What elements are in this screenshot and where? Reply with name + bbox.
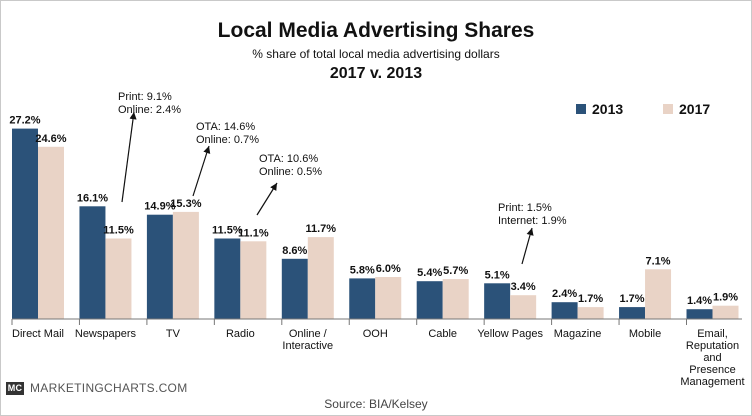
bar-2017-cable	[442, 279, 469, 319]
bar-2017-mobile	[645, 269, 672, 319]
legend-item-2013: 2013	[576, 101, 623, 117]
source-note: Source: BIA/Kelsey	[324, 397, 428, 411]
data-label-2013-newspapers: 16.1%	[77, 192, 108, 204]
bar-2017-yellow-pages	[510, 295, 537, 319]
data-label-2013-cable: 5.4%	[417, 267, 442, 279]
tick-label-online-interactive: Online / Interactive	[282, 328, 333, 352]
brand-name: MARKETINGCHARTS.COM	[30, 381, 188, 395]
tick-label-direct-mail: Direct Mail	[12, 328, 64, 340]
chart-subtitle: % share of total local media advertising…	[252, 47, 500, 61]
bar-2013-radio	[214, 238, 241, 319]
data-label-2013-radio: 11.5%	[212, 225, 243, 237]
annotation-arrow-radio	[256, 182, 278, 216]
tick-label-newspapers: Newspapers	[75, 328, 137, 340]
tick-label-radio: Radio	[226, 328, 255, 340]
tick-label-yellow-pages: Yellow Pages	[477, 328, 543, 340]
bar-2013-newspapers	[79, 206, 106, 319]
bar-2017-tv	[172, 211, 199, 319]
data-label-2017-ooh: 6.0%	[376, 263, 401, 275]
bar-2013-mobile	[619, 307, 646, 319]
data-label-2013-ooh: 5.8%	[350, 264, 375, 276]
data-label-2013-yellow-pages: 5.1%	[485, 269, 510, 281]
data-label-2017-magazine: 1.7%	[578, 293, 603, 305]
bar-2017-online-interactive	[307, 237, 334, 319]
data-label-2013-direct-mail: 27.2%	[9, 115, 40, 127]
bar-2013-cable	[416, 281, 443, 319]
bar-2013-direct-mail	[12, 128, 38, 319]
data-label-2017-online-interactive: 11.7%	[306, 223, 337, 235]
bar-2017-direct-mail	[38, 146, 64, 319]
tick-label-mobile: Mobile	[629, 328, 661, 340]
bar-2013-yellow-pages	[484, 283, 511, 319]
tick-label-ooh: OOH	[363, 328, 388, 340]
data-label-2017-direct-mail: 24.6%	[35, 133, 66, 145]
bar-2017-email-reputation-and-presence-management	[712, 305, 739, 319]
bar-2017-radio	[240, 241, 267, 319]
data-label-2013-online-interactive: 8.6%	[282, 245, 307, 257]
legend-swatch-2013	[576, 104, 586, 114]
annotation-arrow-tv	[192, 145, 211, 197]
legend-swatch-2017	[663, 104, 673, 114]
legend-label-2013: 2013	[592, 101, 624, 117]
data-label-2017-yellow-pages: 3.4%	[511, 281, 536, 293]
tick-label-magazine: Magazine	[554, 328, 602, 340]
annotation-arrow-yellow-pages	[521, 227, 534, 265]
data-label-2017-cable: 5.7%	[443, 265, 468, 277]
tick-label-tv: TV	[166, 328, 181, 340]
data-label-2013-email-reputation-and-presence-management: 1.4%	[687, 295, 712, 307]
data-label-2013-magazine: 2.4%	[552, 288, 577, 300]
bar-2013-tv	[146, 214, 173, 319]
mc-logo: MC	[6, 381, 24, 395]
bar-2013-email-reputation-and-presence-management	[686, 309, 713, 319]
data-label-2017-newspapers: 11.5%	[103, 225, 134, 237]
data-label-2017-mobile: 7.1%	[646, 255, 671, 267]
data-label-2017-tv: 15.3%	[170, 198, 201, 210]
bar-2013-magazine	[551, 302, 578, 319]
annotation-newspapers: Print: 9.1% Online: 2.4%	[118, 91, 181, 116]
bar-2013-ooh	[349, 278, 376, 319]
annotation-radio: OTA: 10.6% Online: 0.5%	[259, 153, 322, 178]
data-label-2017-email-reputation-and-presence-management: 1.9%	[713, 292, 738, 304]
legend-label-2017: 2017	[679, 101, 711, 117]
tick-label-email-reputation-and-presence-management: Email, Reputation and Presence Management	[680, 328, 744, 388]
tick-label-cable: Cable	[428, 328, 457, 340]
data-label-2017-radio: 11.1%	[238, 227, 269, 239]
chart-title: Local Media Advertising Shares	[217, 19, 535, 42]
annotation-yellow-pages: Print: 1.5% Internet: 1.9%	[498, 202, 567, 227]
bar-2017-ooh	[375, 277, 402, 319]
annotation-tv: OTA: 14.6% Online: 0.7%	[196, 121, 259, 146]
chart-period: 2017 v. 2013	[329, 65, 423, 82]
data-label-2013-tv: 14.9%	[144, 201, 175, 213]
bar-2013-online-interactive	[281, 258, 308, 319]
annotation-arrow-newspapers	[121, 111, 137, 203]
data-label-2013-mobile: 1.7%	[620, 293, 645, 305]
legend-item-2017: 2017	[663, 101, 710, 117]
brand-footer: MC MARKETINGCHARTS.COM	[6, 381, 188, 395]
bar-2017-newspapers	[105, 238, 132, 319]
bar-2017-magazine	[577, 307, 604, 319]
